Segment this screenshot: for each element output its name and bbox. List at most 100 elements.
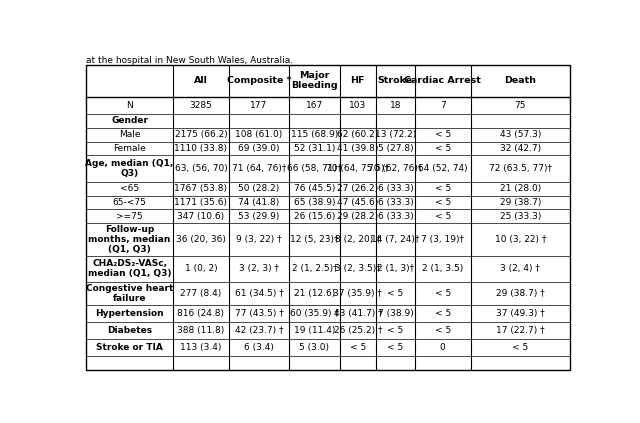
Text: 1171 (35.6): 1171 (35.6) bbox=[174, 198, 227, 207]
Text: 37 (49.3) †: 37 (49.3) † bbox=[496, 309, 545, 318]
Text: 41 (39.8): 41 (39.8) bbox=[337, 144, 378, 153]
Text: CHA₂DS₂-VASc,
median (Q1, Q3): CHA₂DS₂-VASc, median (Q1, Q3) bbox=[88, 259, 172, 278]
Text: < 5: < 5 bbox=[435, 212, 451, 221]
Text: 29 (38.7): 29 (38.7) bbox=[499, 198, 541, 207]
Text: 8 (2, 20) †: 8 (2, 20) † bbox=[335, 235, 381, 244]
Text: 1110 (33.8): 1110 (33.8) bbox=[174, 144, 227, 153]
Text: 347 (10.6): 347 (10.6) bbox=[177, 212, 225, 221]
Text: Stroke: Stroke bbox=[378, 76, 413, 85]
Text: 108 (61.0): 108 (61.0) bbox=[236, 130, 283, 139]
Text: 1 (0, 2): 1 (0, 2) bbox=[184, 264, 217, 273]
Text: < 5: < 5 bbox=[387, 343, 404, 352]
Text: 47 (45.6): 47 (45.6) bbox=[337, 198, 378, 207]
Text: 62 (60.2): 62 (60.2) bbox=[337, 130, 378, 139]
Text: N: N bbox=[126, 101, 133, 110]
Text: 277 (8.4): 277 (8.4) bbox=[180, 289, 221, 298]
Text: Congestive heart
failure: Congestive heart failure bbox=[86, 283, 173, 303]
Text: 6 (33.3): 6 (33.3) bbox=[378, 184, 413, 193]
Text: < 5: < 5 bbox=[387, 326, 404, 335]
Text: 75: 75 bbox=[515, 101, 526, 110]
Text: Hypertension: Hypertension bbox=[95, 309, 164, 318]
Text: 7 (38.9): 7 (38.9) bbox=[378, 309, 413, 318]
Text: 42 (23.7) †: 42 (23.7) † bbox=[235, 326, 284, 335]
Text: < 5: < 5 bbox=[435, 184, 451, 193]
Text: 5 (3.0): 5 (3.0) bbox=[300, 343, 330, 352]
Text: 19 (11.4): 19 (11.4) bbox=[294, 326, 335, 335]
Text: 36 (20, 36): 36 (20, 36) bbox=[176, 235, 226, 244]
Text: 2 (1, 3)†: 2 (1, 3)† bbox=[377, 264, 414, 273]
Text: 103: 103 bbox=[349, 101, 367, 110]
Text: Age, median (Q1,
Q3): Age, median (Q1, Q3) bbox=[86, 159, 173, 178]
Text: < 5: < 5 bbox=[435, 130, 451, 139]
Text: 43 (57.3): 43 (57.3) bbox=[499, 130, 541, 139]
Text: < 5: < 5 bbox=[435, 198, 451, 207]
Text: 6 (33.3): 6 (33.3) bbox=[378, 212, 413, 221]
Text: 388 (11.8): 388 (11.8) bbox=[177, 326, 225, 335]
Text: 43 (41.7) †: 43 (41.7) † bbox=[333, 309, 382, 318]
Text: 25 (33.3): 25 (33.3) bbox=[499, 212, 541, 221]
Text: 9 (3, 22) †: 9 (3, 22) † bbox=[236, 235, 282, 244]
Text: 70 (62, 76)†: 70 (62, 76)† bbox=[368, 164, 422, 173]
Text: 14 (7, 24)†: 14 (7, 24)† bbox=[371, 235, 420, 244]
Text: <65: <65 bbox=[120, 184, 139, 193]
Text: Cardiac Arrest: Cardiac Arrest bbox=[404, 76, 481, 85]
Text: >=75: >=75 bbox=[116, 212, 143, 221]
Text: 6 (3.4): 6 (3.4) bbox=[244, 343, 274, 352]
Text: 2 (1, 3.5): 2 (1, 3.5) bbox=[422, 264, 463, 273]
Text: 66 (58, 71)†: 66 (58, 71)† bbox=[287, 164, 342, 173]
Text: 64 (52, 74): 64 (52, 74) bbox=[418, 164, 467, 173]
Text: 61 (34.5) †: 61 (34.5) † bbox=[235, 289, 284, 298]
Text: 50 (28.2): 50 (28.2) bbox=[238, 184, 280, 193]
Text: 26 (15.6): 26 (15.6) bbox=[294, 212, 335, 221]
Text: 12 (5, 23)†: 12 (5, 23)† bbox=[290, 235, 339, 244]
Text: 17 (22.7) †: 17 (22.7) † bbox=[496, 326, 545, 335]
Text: Diabetes: Diabetes bbox=[107, 326, 152, 335]
Text: 7 (3, 19)†: 7 (3, 19)† bbox=[421, 235, 464, 244]
Text: < 5: < 5 bbox=[435, 326, 451, 335]
Text: All: All bbox=[194, 76, 208, 85]
Text: 167: 167 bbox=[306, 101, 323, 110]
Text: 5 (27.8): 5 (27.8) bbox=[378, 144, 413, 153]
Text: < 5: < 5 bbox=[349, 343, 366, 352]
Text: 71 (64, 76)†: 71 (64, 76)† bbox=[232, 164, 286, 173]
Text: 27 (26.2): 27 (26.2) bbox=[337, 184, 378, 193]
Text: Major
Bleeding: Major Bleeding bbox=[291, 71, 338, 91]
Text: 65 (38.9): 65 (38.9) bbox=[294, 198, 335, 207]
Text: < 5: < 5 bbox=[435, 309, 451, 318]
Text: 52 (31.1): 52 (31.1) bbox=[294, 144, 335, 153]
Text: 53 (29.9): 53 (29.9) bbox=[238, 212, 280, 221]
Text: 69 (39.0): 69 (39.0) bbox=[238, 144, 280, 153]
Text: 29 (28.2): 29 (28.2) bbox=[337, 212, 378, 221]
Text: 32 (42.7): 32 (42.7) bbox=[500, 144, 541, 153]
Text: 60 (35.9) †: 60 (35.9) † bbox=[290, 309, 339, 318]
Text: 3 (2, 3) †: 3 (2, 3) † bbox=[239, 264, 279, 273]
Text: < 5: < 5 bbox=[435, 289, 451, 298]
Text: 65-<75: 65-<75 bbox=[113, 198, 147, 207]
Text: 26 (25.2) †: 26 (25.2) † bbox=[333, 326, 382, 335]
Text: < 5: < 5 bbox=[387, 289, 404, 298]
Text: 10 (3, 22) †: 10 (3, 22) † bbox=[495, 235, 546, 244]
Text: 115 (68.9): 115 (68.9) bbox=[291, 130, 338, 139]
Text: at the hospital in New South Wales, Australia.: at the hospital in New South Wales, Aust… bbox=[86, 55, 293, 64]
Text: 1767 (53.8): 1767 (53.8) bbox=[174, 184, 227, 193]
Text: 7: 7 bbox=[440, 101, 445, 110]
Text: 74 (41.8): 74 (41.8) bbox=[238, 198, 280, 207]
Text: 70 (64, 75.5)†: 70 (64, 75.5)† bbox=[326, 164, 389, 173]
Text: HF: HF bbox=[351, 76, 365, 85]
Text: 77 (43.5) †: 77 (43.5) † bbox=[235, 309, 284, 318]
Text: 3285: 3285 bbox=[189, 101, 212, 110]
Text: 29 (38.7) †: 29 (38.7) † bbox=[496, 289, 545, 298]
Text: 2 (1, 2.5)†: 2 (1, 2.5)† bbox=[292, 264, 337, 273]
Text: 177: 177 bbox=[250, 101, 268, 110]
Text: 63, (56, 70): 63, (56, 70) bbox=[175, 164, 227, 173]
Text: 21 (28.0): 21 (28.0) bbox=[500, 184, 541, 193]
Text: Gender: Gender bbox=[111, 116, 148, 125]
Text: 3 (2, 3.5)†: 3 (2, 3.5)† bbox=[335, 264, 381, 273]
Text: 113 (3.4): 113 (3.4) bbox=[180, 343, 221, 352]
Text: 6 (33.3): 6 (33.3) bbox=[378, 198, 413, 207]
Text: 18: 18 bbox=[390, 101, 401, 110]
Text: Female: Female bbox=[113, 144, 146, 153]
Text: 816 (24.8): 816 (24.8) bbox=[177, 309, 225, 318]
Text: 3 (2, 4) †: 3 (2, 4) † bbox=[500, 264, 540, 273]
Text: 13 (72.2): 13 (72.2) bbox=[375, 130, 416, 139]
